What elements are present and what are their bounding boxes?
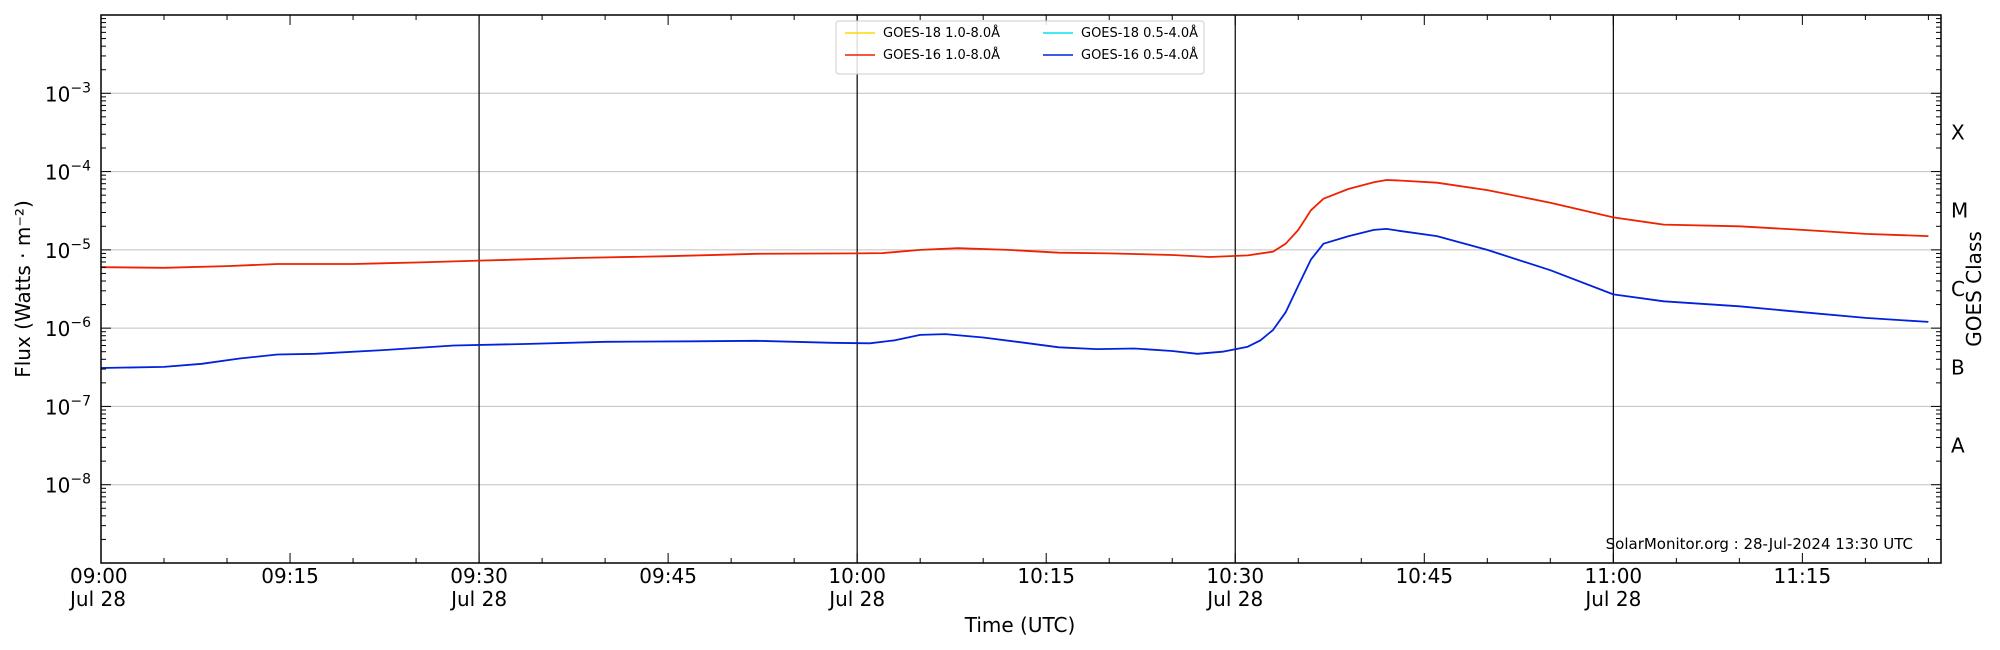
x-tick-label-date: Jul 28 bbox=[1205, 587, 1263, 611]
plot-frame bbox=[100, 14, 1942, 564]
legend: GOES-18 1.0-8.0Å GOES-18 0.5-4.0Å GOES-16 … bbox=[835, 20, 1205, 75]
goes-class-c: C bbox=[1951, 277, 1965, 301]
x-tick-label-time: 10:45 bbox=[1395, 564, 1453, 588]
x-tick-label-time: 10:15 bbox=[1017, 564, 1075, 588]
legend-label: GOES-18 1.0-8.0Å bbox=[883, 25, 1000, 41]
x-tick-label-date: Jul 28 bbox=[1583, 587, 1641, 611]
goes-class-labels: X M C B A bbox=[1951, 120, 1968, 457]
goes-class-m: M bbox=[1951, 199, 1968, 223]
x-tick-label-time: 09:45 bbox=[639, 564, 697, 588]
legend-label: GOES-16 1.0-8.0Å bbox=[883, 47, 1000, 63]
series-layer bbox=[100, 179, 1929, 369]
x-tick-label-date: Jul 28 bbox=[827, 587, 885, 611]
x-tick-label-date: Jul 28 bbox=[68, 587, 126, 611]
legend-box bbox=[835, 20, 1205, 75]
x-tick-label-time: 09:15 bbox=[261, 564, 319, 588]
x-tick-label-time: 11:15 bbox=[1774, 564, 1832, 588]
grid-layer bbox=[101, 15, 1941, 563]
goes-class-b: B bbox=[1951, 355, 1965, 379]
y-axis-title: Flux (Watts · m⁻²) bbox=[11, 200, 35, 378]
goes-class-a: A bbox=[1951, 434, 1965, 458]
x-tick-label-time: 11:00 bbox=[1585, 564, 1643, 588]
x-tick-label-time: 09:00 bbox=[70, 564, 128, 588]
x-tick-label-time: 10:00 bbox=[828, 564, 886, 588]
series-line-2 bbox=[100, 179, 1929, 269]
legend-label: GOES-16 0.5-4.0Å bbox=[1081, 47, 1198, 63]
legend-label: GOES-18 0.5-4.0Å bbox=[1081, 25, 1198, 41]
goes-class-x: X bbox=[1951, 120, 1965, 144]
credit-text: SolarMonitor.org : 28-Jul-2024 13:30 UTC bbox=[1606, 535, 1913, 553]
x-tick-label-time: 10:30 bbox=[1206, 564, 1264, 588]
x-axis-title: Time (UTC) bbox=[964, 613, 1076, 637]
x-tick-label-time: 09:30 bbox=[450, 564, 508, 588]
x-tick-label-date: Jul 28 bbox=[449, 587, 507, 611]
ticks-layer bbox=[100, 15, 1941, 564]
series-line-3 bbox=[100, 228, 1929, 369]
right-axis-title: GOES Class bbox=[1962, 231, 1986, 347]
